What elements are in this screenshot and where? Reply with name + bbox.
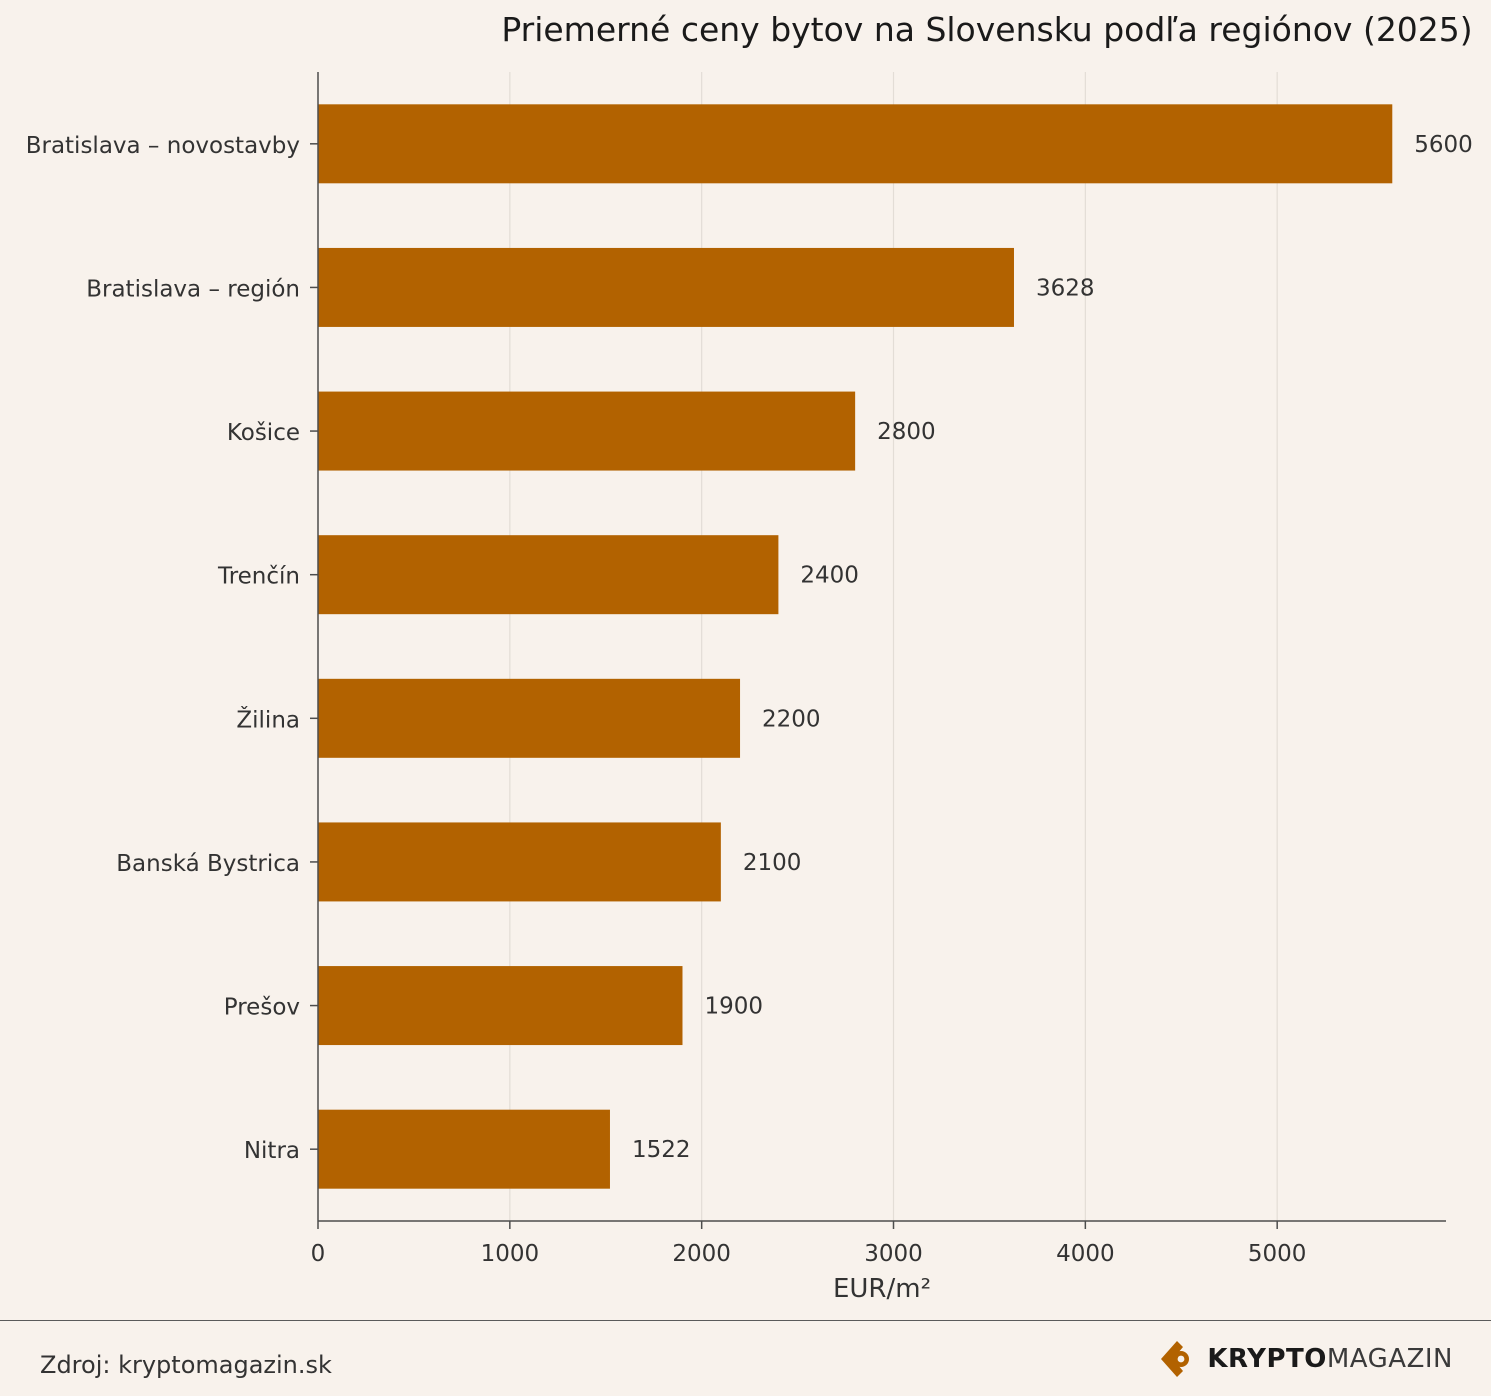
data-label: 2800 <box>877 419 936 445</box>
x-tick-label: 5000 <box>1248 1241 1307 1267</box>
y-tick-label: Trenčín <box>217 564 300 590</box>
data-label: 3628 <box>1036 275 1095 301</box>
data-label: 1522 <box>632 1137 691 1163</box>
bar <box>318 1109 610 1189</box>
bar-chart: Priemerné ceny bytov na Slovensku podľa … <box>26 10 1473 1304</box>
x-tick-label: 3000 <box>864 1241 923 1267</box>
source-text: Zdroj: kryptomagazin.sk <box>40 1351 332 1379</box>
x-tick-label: 1000 <box>481 1241 540 1267</box>
x-tick-label: 2000 <box>672 1241 731 1267</box>
y-tick-label: Bratislava – novostavby <box>26 133 300 159</box>
chart-title: Priemerné ceny bytov na Slovensku podľa … <box>501 10 1472 49</box>
y-tick-label: Žilina <box>236 705 300 733</box>
y-tick-label: Košice <box>227 420 300 446</box>
bar <box>318 966 683 1046</box>
bar <box>318 104 1393 184</box>
x-tick-label: 4000 <box>1056 1241 1115 1267</box>
logo-text-light: MAGAZIN <box>1326 1344 1453 1374</box>
y-tick-label: Banská Bystrica <box>116 851 300 877</box>
data-label: 1900 <box>704 994 763 1020</box>
bar <box>318 822 721 902</box>
bar <box>318 247 1014 327</box>
x-axis-label: EUR/m² <box>833 1274 931 1304</box>
data-label: 2100 <box>743 850 802 876</box>
bar <box>318 678 741 758</box>
y-tick-label: Prešov <box>224 995 300 1021</box>
bar <box>318 391 856 471</box>
logo-text-bold: KRYPTO <box>1207 1344 1327 1374</box>
y-tick-label: Bratislava – región <box>86 276 300 302</box>
data-label: 2400 <box>800 563 859 589</box>
footer: Zdroj: kryptomagazin.sk KRYPTO MAGAZIN <box>0 1320 1491 1396</box>
x-tick-label: 0 <box>311 1241 326 1267</box>
bar <box>318 535 779 615</box>
chart-container: Priemerné ceny bytov na Slovensku podľa … <box>26 10 1473 1304</box>
y-tick-label: Nitra <box>244 1138 300 1164</box>
data-label: 2200 <box>762 706 821 732</box>
brand-logo[interactable]: KRYPTO MAGAZIN <box>1157 1339 1453 1379</box>
kryptomagazin-logo-icon <box>1161 1341 1190 1377</box>
data-label: 5600 <box>1414 132 1473 158</box>
